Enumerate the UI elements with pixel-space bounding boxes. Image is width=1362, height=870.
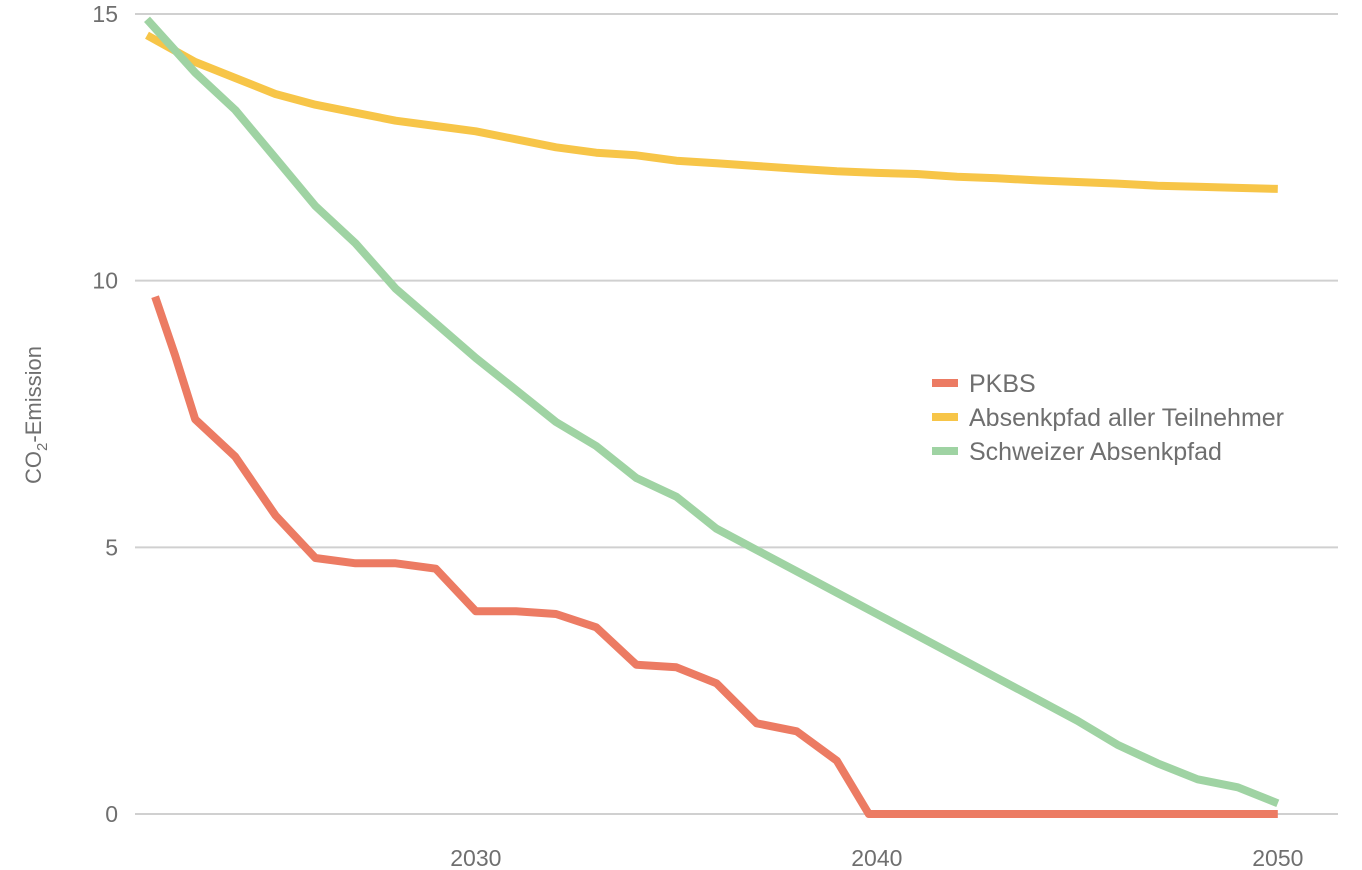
y-tick-label: 10 xyxy=(92,268,118,294)
legend: PKBS Absenkpfad aller Teilnehmer Schweizer… xyxy=(932,370,1284,466)
x-tick-label: 2040 xyxy=(851,845,902,870)
y-tick-label: 5 xyxy=(105,534,118,560)
series-line-1 xyxy=(151,295,1278,818)
legend-label: PKBS xyxy=(969,370,1036,398)
y-tick-labels: 0 5 10 15 xyxy=(92,1,118,827)
legend-label: Absenkpfad aller Teilnehmer xyxy=(969,404,1284,432)
x-tick-label: 2030 xyxy=(450,845,501,870)
y-tick-label: 0 xyxy=(105,801,118,827)
x-tick-labels: 2030 2040 2050 xyxy=(450,845,1303,870)
series-line-2 xyxy=(145,31,1278,193)
series-line-3 xyxy=(144,16,1280,808)
series-lines xyxy=(144,16,1280,818)
y-tick-label: 15 xyxy=(92,1,118,27)
x-tick-label: 2050 xyxy=(1252,845,1303,870)
y-axis-label: CO2-Emission xyxy=(21,346,51,484)
legend-label: Schweizer Absenkpfad xyxy=(969,438,1222,466)
